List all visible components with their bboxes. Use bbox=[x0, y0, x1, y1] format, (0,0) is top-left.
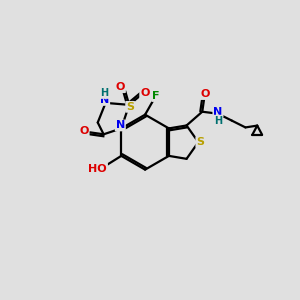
Text: O: O bbox=[116, 82, 125, 92]
Text: N: N bbox=[116, 121, 125, 130]
Text: H: H bbox=[100, 88, 109, 98]
Text: N: N bbox=[100, 95, 109, 105]
Text: F: F bbox=[152, 91, 160, 101]
Text: HO: HO bbox=[88, 164, 107, 174]
Text: N: N bbox=[213, 107, 223, 117]
Text: O: O bbox=[140, 88, 149, 98]
Text: O: O bbox=[79, 126, 89, 136]
Text: S: S bbox=[196, 137, 204, 147]
Text: S: S bbox=[126, 102, 134, 112]
Text: H: H bbox=[214, 116, 222, 126]
Text: O: O bbox=[200, 89, 210, 99]
